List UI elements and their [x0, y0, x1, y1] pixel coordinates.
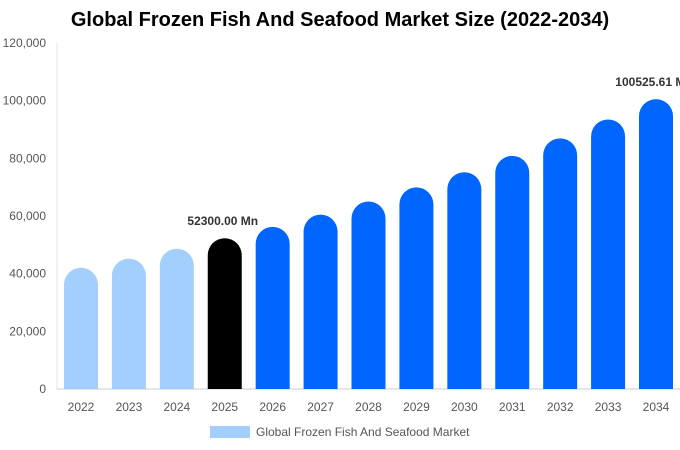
bar-2023: [111, 258, 146, 389]
data-label: 52300.00 Mn: [187, 214, 258, 228]
bar-2033: [591, 119, 626, 389]
y-tick-label: 20,000: [9, 324, 46, 338]
bar-2022: [64, 267, 98, 389]
x-tick-label: 2033: [595, 400, 622, 414]
x-tick-label: 2023: [116, 400, 143, 414]
x-tick-label: 2025: [211, 400, 238, 414]
x-tick-label: 2034: [643, 400, 670, 414]
legend-swatch: [210, 426, 250, 438]
x-tick-label: 2030: [451, 400, 478, 414]
bar-2030: [447, 172, 482, 389]
bar-2024: [159, 248, 194, 389]
x-tick-label: 2031: [499, 400, 526, 414]
bar-2028: [351, 201, 386, 389]
x-tick-label: 2027: [307, 400, 334, 414]
x-tick-label: 2028: [355, 400, 382, 414]
legend[interactable]: Global Frozen Fish And Seafood Market: [210, 425, 469, 439]
bar-2027: [303, 214, 338, 389]
bar-2025: [207, 238, 242, 389]
x-tick-label: 2022: [68, 400, 95, 414]
y-tick-label: 120,000: [3, 36, 47, 50]
x-tick-label: 2026: [259, 400, 286, 414]
bar-2032: [543, 138, 578, 389]
y-tick-label: 0: [39, 382, 46, 396]
x-tick-label: 2024: [163, 400, 190, 414]
y-tick-label: 40,000: [9, 267, 46, 281]
x-tick-label: 2032: [547, 400, 574, 414]
y-tick-label: 100,000: [3, 94, 47, 108]
chart-title: Global Frozen Fish And Seafood Market Si…: [70, 9, 610, 31]
y-tick-label: 60,000: [9, 209, 46, 223]
bar-2034: [639, 99, 673, 390]
bar-2029: [399, 187, 434, 389]
legend-label: Global Frozen Fish And Seafood Market: [256, 425, 470, 439]
bar-2031: [495, 155, 530, 389]
x-tick-label: 2029: [403, 400, 430, 414]
data-label: 100525.61 Mn: [615, 75, 680, 89]
bar-2026: [255, 226, 290, 389]
y-tick-label: 80,000: [9, 151, 46, 165]
